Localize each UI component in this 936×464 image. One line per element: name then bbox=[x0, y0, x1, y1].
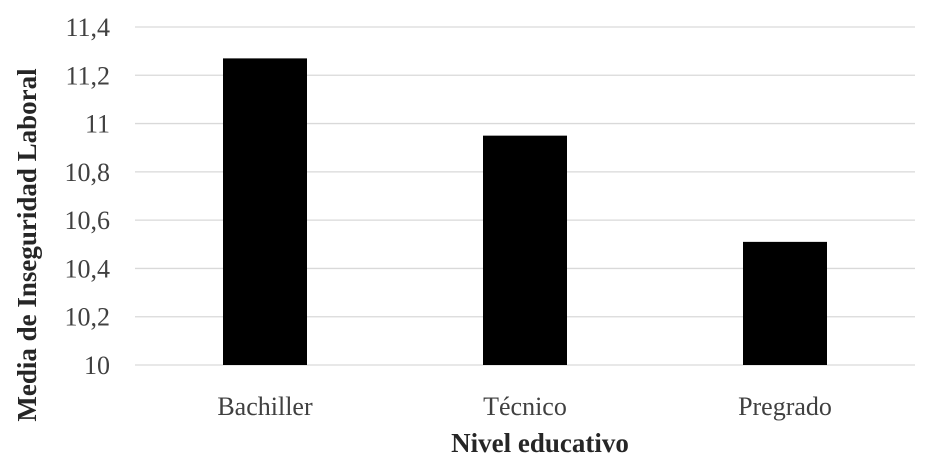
x-tick-label: Bachiller bbox=[217, 392, 313, 421]
y-tick-label: 11 bbox=[85, 110, 110, 139]
y-tick-label: 11,4 bbox=[65, 13, 110, 42]
x-axis-title: Nivel educativo bbox=[451, 428, 629, 458]
bar-pregrado bbox=[743, 241, 827, 365]
y-axis-title: Media de Inseguridad Laboral bbox=[12, 68, 42, 422]
x-tick-label: Técnico bbox=[483, 392, 567, 421]
y-tick-label: 10 bbox=[84, 351, 110, 380]
x-tick-labels: Bachiller Técnico Pregrado bbox=[217, 392, 832, 421]
bars bbox=[223, 58, 827, 366]
x-tick-label: Pregrado bbox=[738, 392, 832, 421]
y-tick-label: 10,8 bbox=[65, 158, 111, 187]
y-tick-label: 11,2 bbox=[65, 61, 110, 90]
y-tick-labels: 10 10,2 10,4 10,6 10,8 11 11,2 11,4 bbox=[65, 13, 111, 380]
bar-bachiller bbox=[223, 58, 307, 366]
y-tick-label: 10,2 bbox=[65, 303, 111, 332]
y-tick-label: 10,4 bbox=[65, 254, 111, 283]
y-tick-label: 10,6 bbox=[65, 206, 111, 235]
bar-tecnico bbox=[483, 135, 567, 365]
